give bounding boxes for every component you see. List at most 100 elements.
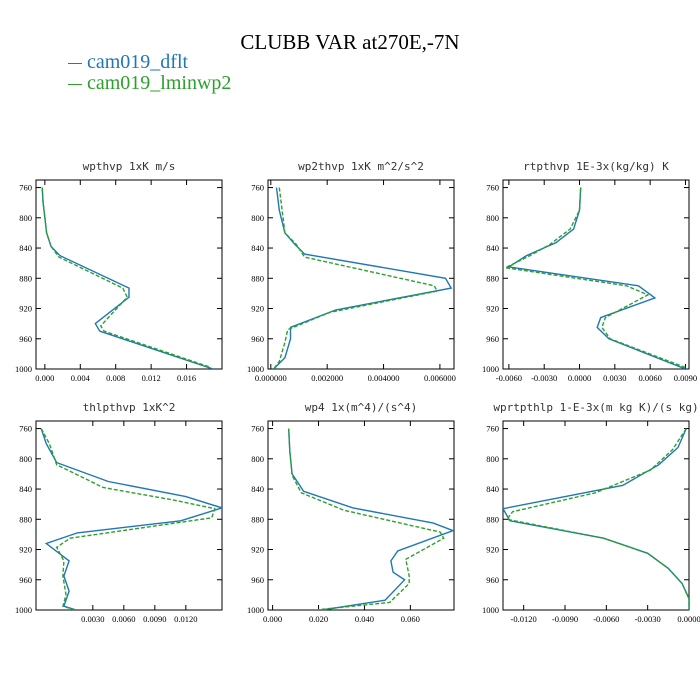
y-tick-label: 880 xyxy=(19,514,32,524)
x-tick-label: 0.006000 xyxy=(424,373,456,383)
x-tick-label: 0.004000 xyxy=(368,373,400,383)
y-tick-label: 800 xyxy=(251,454,264,464)
y-tick-label: 920 xyxy=(251,545,264,555)
legend-entry-lminwp2: cam019_lminwp2 xyxy=(68,73,231,94)
panel-title: wpthvp 1xK m/s xyxy=(83,160,176,173)
panel-6: wprtpthlp 1-E-3x(m kg K)/(s kg) 1000 960 92… xyxy=(482,401,700,624)
y-tick-label: 800 xyxy=(486,454,499,464)
legend-line-lminwp2 xyxy=(68,83,82,85)
series-line-dflt xyxy=(273,187,453,369)
series-line-dflt xyxy=(288,428,454,610)
x-tick-label: 0.000 xyxy=(263,614,282,624)
series-line-lminwp2 xyxy=(503,187,686,369)
plot-frame xyxy=(35,179,223,370)
series-line-dflt xyxy=(40,428,222,610)
x-tick-label: 0.002000 xyxy=(311,373,343,383)
x-tick-label: -0.0090 xyxy=(552,614,578,624)
x-tick-label: 0.0000 xyxy=(677,614,700,624)
plot-frame xyxy=(267,420,455,611)
y-tick-label: 800 xyxy=(251,213,264,223)
y-tick-label: 800 xyxy=(19,454,32,464)
y-tick-label: 1000 xyxy=(15,605,32,615)
legend-entry-dflt: cam019_dflt xyxy=(68,52,231,73)
legend: cam019_dflt cam019_lminwp2 xyxy=(68,52,231,94)
panel-title: wp4 1x(m^4)/(s^4) xyxy=(305,401,418,414)
x-tick-label: 0.0030 xyxy=(81,614,104,624)
x-tick-label: 0.008 xyxy=(106,373,125,383)
y-tick-label: 840 xyxy=(19,484,32,494)
plot-frame xyxy=(267,179,455,370)
y-tick-label: 760 xyxy=(251,183,264,193)
y-tick-label: 920 xyxy=(486,304,499,314)
y-tick-label: 960 xyxy=(486,575,499,585)
y-tick-label: 760 xyxy=(19,183,32,193)
series-line-lminwp2 xyxy=(288,428,445,610)
series-line-lminwp2 xyxy=(505,428,689,610)
y-tick-label: 920 xyxy=(19,545,32,555)
x-tick-label: 0.004 xyxy=(71,373,91,383)
y-tick-label: 840 xyxy=(486,484,499,494)
y-tick-label: 840 xyxy=(19,243,32,253)
x-tick-label: -0.0030 xyxy=(531,373,557,383)
y-tick-label: 840 xyxy=(251,243,264,253)
legend-line-dflt xyxy=(68,62,82,64)
x-tick-label: 0.0120 xyxy=(174,614,197,624)
panel-2: wp2thvp 1xK m^2/s^2 1000 960 920 880 840 800 76… xyxy=(247,160,456,383)
y-tick-label: 880 xyxy=(19,273,32,283)
x-tick-label: 0.000000 xyxy=(255,373,287,383)
plot-frame xyxy=(502,179,690,370)
x-tick-label: 0.0060 xyxy=(112,614,135,624)
x-tick-label: 0.0090 xyxy=(674,373,697,383)
y-tick-label: 960 xyxy=(486,334,499,344)
x-tick-label: -0.0030 xyxy=(635,614,661,624)
y-tick-label: 1000 xyxy=(247,605,264,615)
y-tick-label: 760 xyxy=(486,183,499,193)
x-tick-label: 0.0060 xyxy=(638,373,661,383)
x-tick-label: 0.016 xyxy=(177,373,196,383)
y-tick-label: 1000 xyxy=(482,605,499,615)
figure-title: CLUBB VAR at270E,-7N xyxy=(240,30,460,54)
series-line-dflt xyxy=(41,187,214,369)
panel-1: wpthvp 1xK m/s 1000 960 920 880 840 800 760 0.00… xyxy=(15,160,223,383)
panel-3: rtpthvp 1E-3x(kg/kg) K 1000 960 920 880 840 80… xyxy=(482,160,697,383)
x-tick-label: 0.020 xyxy=(309,614,328,624)
y-tick-label: 760 xyxy=(251,424,264,434)
x-tick-label: -0.0060 xyxy=(496,373,522,383)
y-tick-label: 880 xyxy=(251,514,264,524)
series-line-dflt xyxy=(506,187,686,369)
y-tick-label: 880 xyxy=(486,273,499,283)
y-tick-label: 880 xyxy=(486,514,499,524)
y-tick-label: 800 xyxy=(486,213,499,223)
series-line-lminwp2 xyxy=(40,428,216,610)
y-tick-label: 1000 xyxy=(482,364,499,374)
y-tick-label: 920 xyxy=(486,545,499,555)
y-tick-label: 960 xyxy=(251,334,264,344)
y-tick-label: 840 xyxy=(251,484,264,494)
x-tick-label: 0.0030 xyxy=(603,373,626,383)
plot-frame xyxy=(35,420,223,611)
x-tick-label: 0.040 xyxy=(355,614,374,624)
x-tick-label: 0.012 xyxy=(142,373,161,383)
y-tick-label: 760 xyxy=(19,424,32,434)
x-tick-label: 0.000 xyxy=(35,373,54,383)
series-line-lminwp2 xyxy=(273,187,439,369)
y-tick-label: 760 xyxy=(486,424,499,434)
series-line-lminwp2 xyxy=(41,187,209,368)
panel-5: wp4 1x(m^4)/(s^4) 1000 960 920 880 840 800 760 0… xyxy=(247,401,455,624)
panel-title: thlpthvp 1xK^2 xyxy=(83,401,176,414)
x-tick-label: -0.0120 xyxy=(511,614,537,624)
x-tick-label: 0.060 xyxy=(401,614,420,624)
y-tick-label: 1000 xyxy=(247,364,264,374)
legend-label-dflt: cam019_dflt xyxy=(87,51,189,73)
series-line-dflt xyxy=(503,428,689,610)
x-tick-label: 0.0090 xyxy=(143,614,166,624)
y-tick-label: 960 xyxy=(19,334,32,344)
y-tick-label: 1000 xyxy=(15,364,32,374)
x-tick-label: -0.0060 xyxy=(593,614,619,624)
panel-title: rtpthvp 1E-3x(kg/kg) K xyxy=(523,160,669,173)
y-tick-label: 800 xyxy=(19,213,32,223)
y-tick-label: 960 xyxy=(19,575,32,585)
y-tick-label: 840 xyxy=(486,243,499,253)
